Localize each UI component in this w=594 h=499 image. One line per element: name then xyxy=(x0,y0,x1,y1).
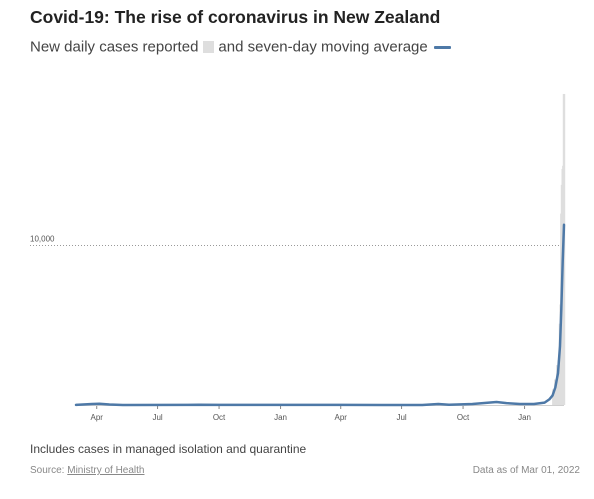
x-tick-label-2: Oct xyxy=(213,413,226,422)
chart-title: Covid-19: The rise of coronavirus in New… xyxy=(30,7,441,27)
source-prefix: Source: xyxy=(30,465,68,476)
daily-case-bar-1 xyxy=(554,379,557,405)
x-tick-label-7: Jan xyxy=(518,413,531,422)
x-tick-label-6: Oct xyxy=(457,413,470,422)
moving-average-line xyxy=(74,223,566,407)
x-tick-label-1: Jul xyxy=(152,413,162,422)
x-tick-label-3: Jan xyxy=(274,413,287,422)
x-tick-label-4: Apr xyxy=(334,413,347,422)
y-tick-label-0: 10,000 xyxy=(30,235,55,244)
source-credit: Source: Ministry of Health xyxy=(30,465,145,476)
legend-average-label: and seven-day moving average xyxy=(218,38,428,56)
daily-case-bar-3 xyxy=(557,360,560,405)
x-tick-label-5: Jul xyxy=(396,413,406,422)
chart-subtitle: New daily cases reported and seven-day mo… xyxy=(30,38,451,56)
data-as-of: Data as of Mar 01, 2022 xyxy=(472,465,580,476)
chart-note: Includes cases in managed isolation and … xyxy=(30,442,307,456)
daily-case-bar-0 xyxy=(552,389,555,405)
daily-case-bar-2 xyxy=(556,365,559,405)
x-tick-label-0: Apr xyxy=(90,413,103,422)
legend-daily-swatch xyxy=(203,41,215,54)
source-link[interactable]: Ministry of Health xyxy=(67,465,145,476)
legend-daily-label: New daily cases reported xyxy=(30,38,199,56)
chart-area: 10,000 Apr Jul Oct Jan Apr Jul Oct Jan xyxy=(30,93,566,422)
legend-average-swatch xyxy=(433,45,451,49)
